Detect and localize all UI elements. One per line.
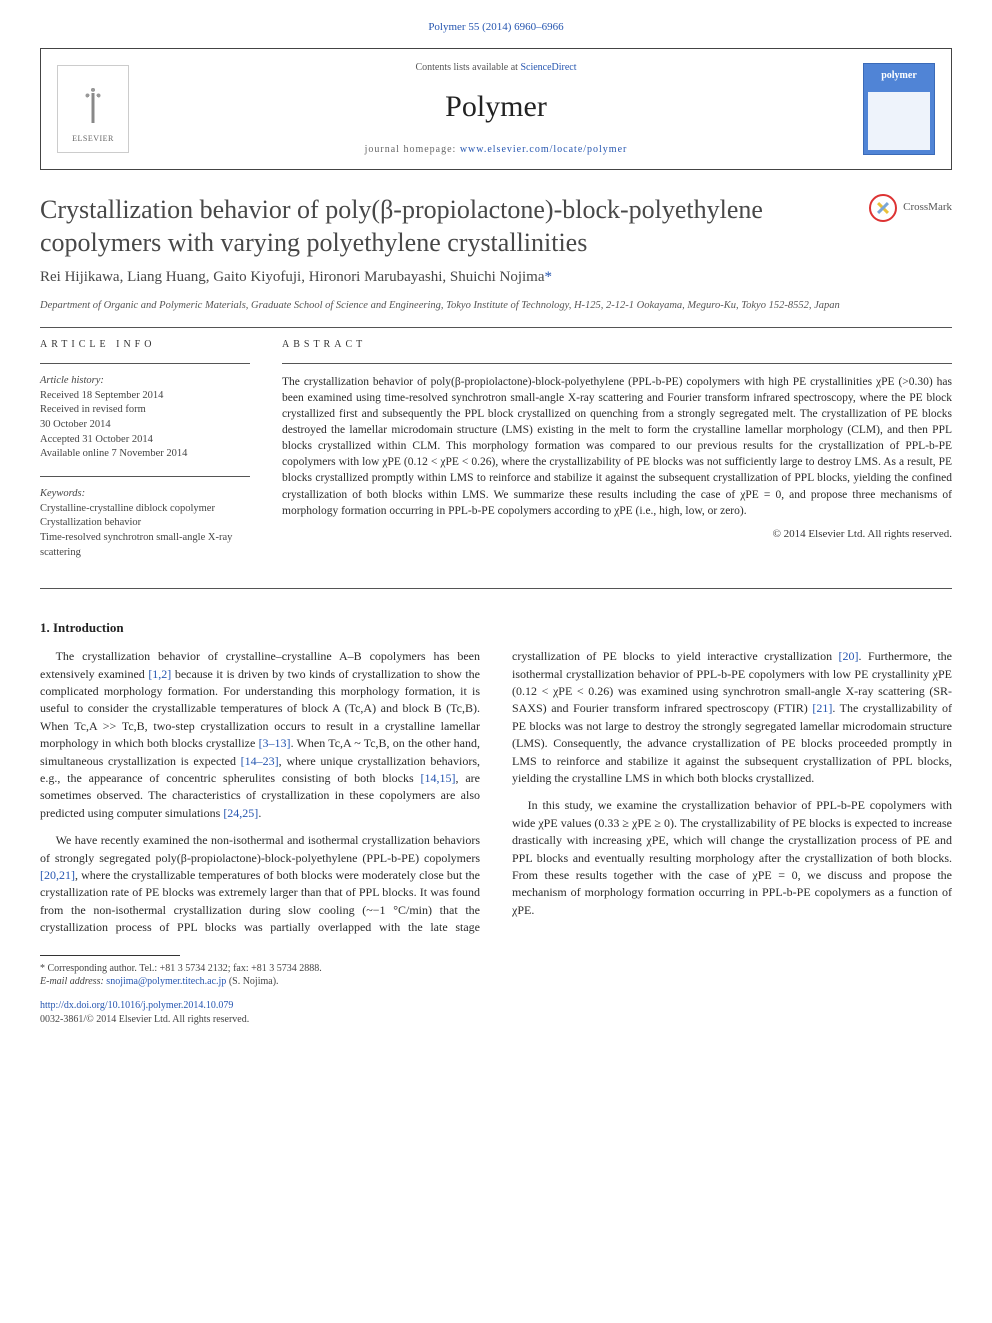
rule-info-1 bbox=[40, 363, 250, 364]
sciencedirect-link[interactable]: ScienceDirect bbox=[520, 62, 576, 73]
authors-text: Rei Hijikawa, Liang Huang, Gaito Kiyofuj… bbox=[40, 269, 545, 285]
ref-14-23[interactable]: [14–23] bbox=[241, 754, 279, 768]
footnote-separator bbox=[40, 955, 180, 956]
abstract-column: ABSTRACT The crystallization behavior of… bbox=[282, 338, 952, 574]
ref-20[interactable]: [20] bbox=[839, 649, 859, 663]
intro-para-1: The crystallization behavior of crystall… bbox=[40, 648, 480, 822]
homepage-line: journal homepage: www.elsevier.com/locat… bbox=[145, 143, 847, 158]
history-label: Article history: bbox=[40, 374, 250, 389]
journal-name: Polymer bbox=[145, 85, 847, 129]
publisher-logo: ELSEVIER bbox=[57, 65, 129, 153]
issn-line: 0032-3861/© 2014 Elsevier Ltd. All right… bbox=[40, 1013, 952, 1028]
keyword: Time-resolved synchrotron small-angle X-… bbox=[40, 531, 250, 560]
article-info-column: ARTICLE INFO Article history: Received 1… bbox=[40, 338, 250, 574]
rule-bottom bbox=[40, 588, 952, 589]
top-citation: Polymer 55 (2014) 6960–6966 bbox=[40, 20, 952, 36]
doi-line: http://dx.doi.org/10.1016/j.polymer.2014… bbox=[40, 999, 952, 1014]
homepage-link[interactable]: www.elsevier.com/locate/polymer bbox=[460, 144, 628, 155]
history-block: Article history: Received 18 September 2… bbox=[40, 374, 250, 462]
rule-info-2 bbox=[40, 476, 250, 477]
intro-para-3: In this study, we examine the crystalliz… bbox=[512, 797, 952, 919]
article-title: Crystallization behavior of poly(β-propi… bbox=[40, 194, 853, 259]
crossmark-label: CrossMark bbox=[903, 200, 952, 216]
keywords-block: Keywords: Crystalline-crystalline dibloc… bbox=[40, 487, 250, 560]
citation-link[interactable]: Polymer 55 (2014) 6960–6966 bbox=[428, 21, 563, 33]
cover-label: polymer bbox=[864, 64, 934, 88]
p2a: We have recently examined the non-isothe… bbox=[40, 833, 480, 864]
contents-line: Contents lists available at ScienceDirec… bbox=[145, 61, 847, 76]
history-line: Received 18 September 2014 bbox=[40, 389, 250, 404]
ref-14-15[interactable]: [14,15] bbox=[421, 771, 456, 785]
history-line: Accepted 31 October 2014 bbox=[40, 433, 250, 448]
corresponding-marker: * bbox=[545, 269, 553, 285]
keyword: Crystallization behavior bbox=[40, 516, 250, 531]
history-line: 30 October 2014 bbox=[40, 418, 250, 433]
rule-top bbox=[40, 327, 952, 328]
p1f: . bbox=[258, 806, 261, 820]
crossmark-widget[interactable]: CrossMark bbox=[869, 194, 952, 222]
ref-24-25[interactable]: [24,25] bbox=[223, 806, 258, 820]
email-link[interactable]: snojima@polymer.titech.ac.jp bbox=[106, 976, 226, 987]
keywords-label: Keywords: bbox=[40, 487, 250, 502]
keyword: Crystalline-crystalline diblock copolyme… bbox=[40, 502, 250, 517]
info-abstract-row: ARTICLE INFO Article history: Received 1… bbox=[40, 338, 952, 574]
abstract-head: ABSTRACT bbox=[282, 338, 952, 353]
doi-link[interactable]: http://dx.doi.org/10.1016/j.polymer.2014… bbox=[40, 1000, 233, 1011]
publisher-label: ELSEVIER bbox=[72, 133, 114, 145]
rule-abs bbox=[282, 363, 952, 364]
corresponding-footnote: * Corresponding author. Tel.: +81 3 5734… bbox=[40, 962, 952, 989]
journal-header: ELSEVIER Contents lists available at Sci… bbox=[40, 48, 952, 171]
email-label: E-mail address: bbox=[40, 976, 106, 987]
ref-3-13[interactable]: [3–13] bbox=[259, 736, 291, 750]
cover-body bbox=[868, 92, 930, 150]
crossmark-icon bbox=[869, 194, 897, 222]
abstract-copyright: © 2014 Elsevier Ltd. All rights reserved… bbox=[282, 527, 952, 543]
header-center: Contents lists available at ScienceDirec… bbox=[145, 61, 847, 158]
ref-1-2[interactable]: [1,2] bbox=[148, 667, 171, 681]
journal-cover-thumb: polymer bbox=[863, 63, 935, 155]
title-text: Crystallization behavior of poly(β-propi… bbox=[40, 195, 763, 257]
history-line: Available online 7 November 2014 bbox=[40, 447, 250, 462]
section-1-head: 1. Introduction bbox=[40, 619, 952, 638]
article-info-head: ARTICLE INFO bbox=[40, 338, 250, 353]
corr-email-line: E-mail address: snojima@polymer.titech.a… bbox=[40, 975, 952, 989]
elsevier-tree-icon bbox=[65, 73, 121, 129]
history-line: Received in revised form bbox=[40, 403, 250, 418]
homepage-prefix: journal homepage: bbox=[365, 144, 460, 155]
email-suffix: (S. Nojima). bbox=[226, 976, 278, 987]
abstract-text: The crystallization behavior of poly(β-p… bbox=[282, 374, 952, 519]
ref-20-21[interactable]: [20,21] bbox=[40, 868, 75, 882]
authors-line: Rei Hijikawa, Liang Huang, Gaito Kiyofuj… bbox=[40, 267, 952, 289]
ref-21[interactable]: [21] bbox=[812, 701, 832, 715]
body-columns: The crystallization behavior of crystall… bbox=[40, 648, 952, 936]
affiliation: Department of Organic and Polymeric Mate… bbox=[40, 299, 952, 313]
contents-prefix: Contents lists available at bbox=[415, 62, 520, 73]
title-row: Crystallization behavior of poly(β-propi… bbox=[40, 194, 952, 259]
corr-tel-fax: * Corresponding author. Tel.: +81 3 5734… bbox=[40, 962, 952, 976]
